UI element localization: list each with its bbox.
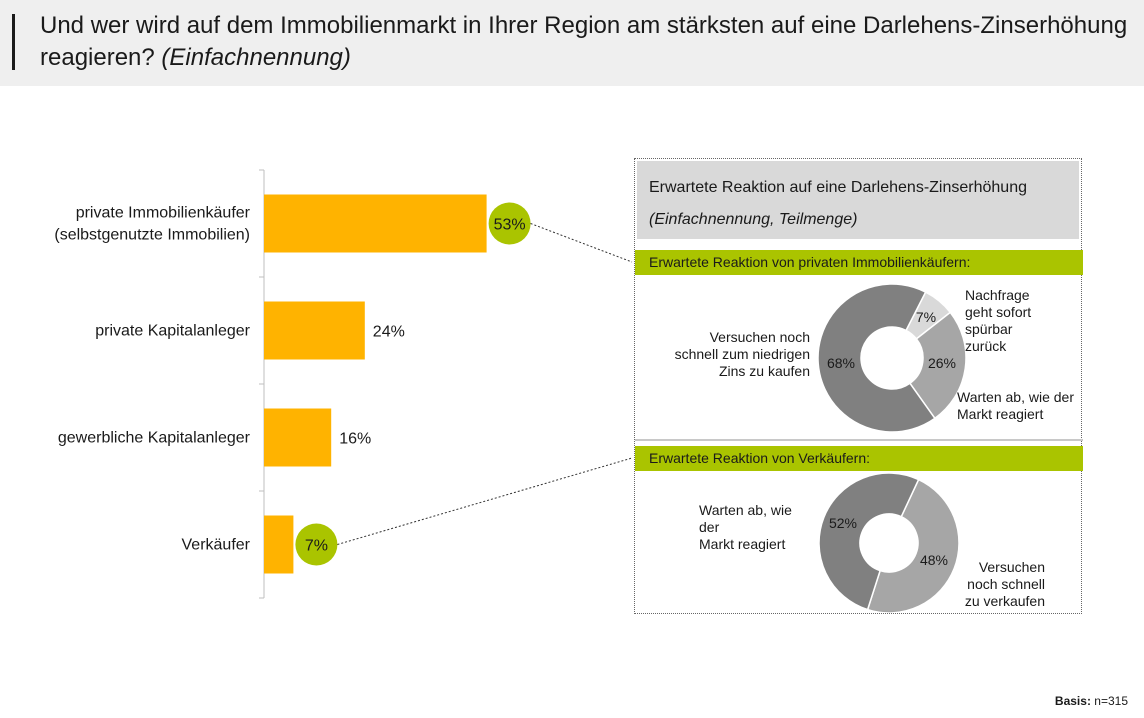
panel-title: Erwartete Reaktion auf eine Darlehens-Zi… xyxy=(649,179,1027,196)
category-label-3: Verkäufer xyxy=(182,537,251,554)
donut1-label-left: Versuchen noch schnell zum niedrigen Zin… xyxy=(674,329,810,379)
basis-value: n=315 xyxy=(1094,694,1128,708)
title-main: Und wer wird auf dem Immobilienmarkt in … xyxy=(40,12,1128,71)
section-title-buyers: Erwartete Reaktion von privaten Immobili… xyxy=(649,254,971,270)
panel-header: Erwartete Reaktion auf eine Darlehens-Zi… xyxy=(637,161,1079,239)
donut-buyers-value-label-1: 26% xyxy=(928,355,956,371)
bar-2 xyxy=(264,408,332,467)
value-highlight-circle-0 xyxy=(488,202,531,245)
category-label-line: private Immobilienkäufer xyxy=(76,205,251,222)
bar-1 xyxy=(264,301,365,360)
donut-buyers-slice-2 xyxy=(817,283,936,433)
title-sub: (Einfachnennung) xyxy=(161,44,351,71)
donut-sellers-slice-0 xyxy=(866,478,960,614)
value-highlight-circle-3 xyxy=(295,523,338,566)
page-title: Und wer wird auf dem Immobilienmarkt in … xyxy=(40,10,1130,74)
donut1-label-top-right: Nachfrage geht sofort spürbar zurück xyxy=(965,287,1032,354)
donut-sellers-slice-1 xyxy=(818,472,920,611)
category-label-line: Verkäufer xyxy=(182,537,251,554)
header-accent-bar xyxy=(12,14,15,70)
section-title-sellers: Erwartete Reaktion von Verkäufern: xyxy=(649,450,871,466)
donut1-label-bottom-right: Warten ab, wie der Markt reagiert xyxy=(957,389,1074,422)
category-label-1: private Kapitalanleger xyxy=(95,323,250,340)
category-label-line: (selbstgenutzte Immobilien) xyxy=(54,227,250,244)
section-bar-sellers: Erwartete Reaktion von Verkäufern: xyxy=(635,446,1083,471)
section-bar-buyers: Erwartete Reaktion von privaten Immobili… xyxy=(635,250,1083,275)
header: Und wer wird auf dem Immobilienmarkt in … xyxy=(0,0,1144,86)
donut-sellers-value-label-1: 52% xyxy=(829,515,857,531)
value-label-2: 16% xyxy=(339,431,371,448)
basis-footnote: Basis: n=315 xyxy=(1055,694,1128,708)
donut-sellers-value-label-0: 48% xyxy=(920,552,948,568)
bar-3 xyxy=(264,515,294,574)
donut2-label-left: Warten ab, wie der Markt reagiert xyxy=(699,502,792,552)
donut-panel: Erwartete Reaktion auf eine Darlehens-Zi… xyxy=(634,158,1083,614)
donut2-label-right: Versuchen noch schnell zu verkaufen xyxy=(964,559,1045,609)
value-label-1: 24% xyxy=(373,324,405,341)
bar-0 xyxy=(264,194,487,253)
donut-buyers-slice-1 xyxy=(908,311,967,420)
category-label-0: private Immobilienkäufer (selbstgenutzte … xyxy=(54,205,250,244)
basis-label: Basis: xyxy=(1054,694,1091,708)
section-separator xyxy=(635,439,1083,441)
category-label-line: gewerbliche Kapitalanleger xyxy=(58,430,251,447)
category-label-line: private Kapitalanleger xyxy=(95,323,250,340)
connector-line-buyers xyxy=(530,223,633,263)
panel-subtitle: (Einfachnennung, Teilmenge) xyxy=(649,211,858,228)
donut-buyers-value-label-0: 7% xyxy=(916,309,936,325)
value-label-3: 7% xyxy=(305,538,328,555)
category-label-2: gewerbliche Kapitalanleger xyxy=(58,430,251,447)
connector-line-sellers xyxy=(337,457,633,545)
donut-buyers-value-label-2: 68% xyxy=(827,355,855,371)
value-label-0: 53% xyxy=(494,217,526,234)
